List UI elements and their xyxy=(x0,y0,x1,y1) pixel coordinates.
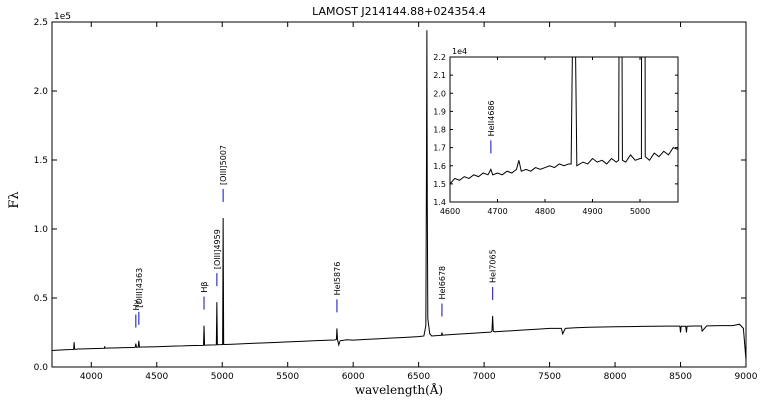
x-axis-label: wavelength(Å) xyxy=(355,382,443,397)
y-tick-label: 2.5 xyxy=(34,18,48,28)
spectrum-line xyxy=(450,57,678,185)
x-tick-label: 9000 xyxy=(735,372,758,382)
x-tick-label: 4600 xyxy=(440,207,460,216)
y-tick-label: 0.0 xyxy=(34,363,49,373)
offset-label: 1e4 xyxy=(452,47,467,56)
annotation-label: Hγ xyxy=(132,300,141,311)
x-tick-label: 4000 xyxy=(80,372,103,382)
x-tick-label: 6000 xyxy=(342,372,365,382)
y-tick-label: 1.5 xyxy=(433,180,446,189)
x-tick-label: 6500 xyxy=(407,372,430,382)
y-tick-label: 2.0 xyxy=(433,89,446,98)
annotation-label: HeI6678 xyxy=(438,266,447,300)
y-tick-label: 1.0 xyxy=(34,225,49,235)
x-tick-label: 8500 xyxy=(669,372,692,382)
chart-title: LAMOST J214144.88+024354.4 xyxy=(312,5,486,18)
annotation-label: HeI7065 xyxy=(489,249,498,283)
annotation-label: [OIII]4959 xyxy=(213,229,222,269)
y-tick-label: 1.8 xyxy=(433,126,446,135)
plot-area xyxy=(449,56,679,203)
x-tick-label: 8000 xyxy=(604,372,627,382)
y-tick-label: 1.6 xyxy=(433,162,446,171)
annotation-label: HeII4686 xyxy=(487,100,496,136)
offset-label: 1e5 xyxy=(54,12,71,22)
x-tick-label: 5000 xyxy=(630,207,650,216)
y-tick-label: 1.9 xyxy=(433,107,446,116)
x-tick-label: 5000 xyxy=(211,372,234,382)
x-tick-label: 4500 xyxy=(145,372,168,382)
x-tick-label: 5500 xyxy=(276,372,299,382)
annotation-label: HeI5876 xyxy=(333,262,342,296)
y-tick-label: 1.5 xyxy=(34,156,48,166)
spectrum-line xyxy=(51,30,747,361)
x-tick-label: 4700 xyxy=(487,207,507,216)
y-axis-label: Fλ xyxy=(7,191,22,208)
x-tick-label: 7000 xyxy=(473,372,496,382)
annotation-label: Hβ xyxy=(200,281,209,292)
x-tick-label: 4800 xyxy=(535,207,555,216)
y-tick-label: 2.0 xyxy=(34,87,49,97)
y-tick-label: 1.4 xyxy=(433,198,446,207)
annotation-label: [OIII]5007 xyxy=(219,145,228,185)
x-tick-label: 4900 xyxy=(582,207,602,216)
y-tick-label: 0.5 xyxy=(34,294,48,304)
annotation-label: [OIII]4363 xyxy=(135,268,144,308)
y-tick-label: 1.7 xyxy=(433,144,446,153)
axes: 4600 4700 4800 4900 5000 1.4 1.5 1.6 1.7 1.8 1.9 2.… xyxy=(433,47,679,216)
y-tick-label: 2.1 xyxy=(433,71,446,80)
y-tick-label: 2.2 xyxy=(433,53,446,62)
x-tick-label: 7500 xyxy=(538,372,561,382)
